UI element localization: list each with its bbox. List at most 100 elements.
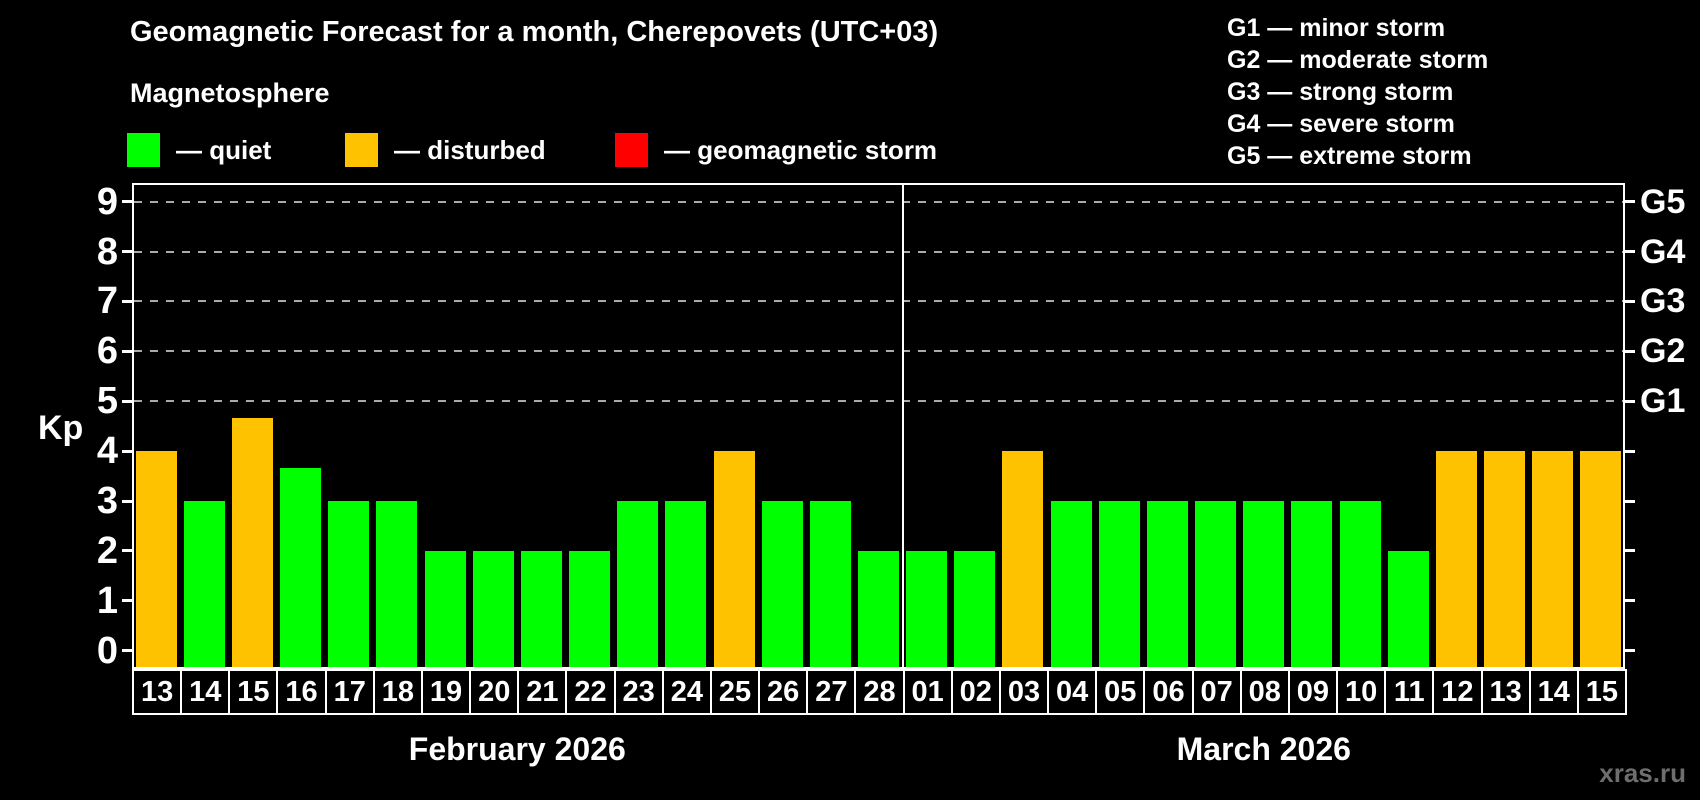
day-cell-17: 17 (324, 669, 375, 715)
g-legend-line: G5 — extreme storm (1227, 142, 1472, 170)
y-tick-left-0 (122, 649, 132, 653)
y-tick-label-4: 4 (96, 430, 118, 473)
kp-bar-march-13 (1484, 451, 1526, 669)
kp-bar-march-11 (1387, 550, 1429, 669)
kp-bar-february-15 (231, 417, 273, 669)
y-tick-right-0 (1625, 649, 1635, 653)
kp-bar-march-08 (1243, 501, 1285, 669)
day-cell-15: 15 (228, 669, 279, 715)
gridline-kp5 (134, 400, 1623, 403)
day-cell-08: 08 (1239, 669, 1290, 715)
kp-bar-february-21 (520, 550, 562, 669)
kp-bar-march-15 (1580, 451, 1622, 669)
day-cell-18: 18 (372, 669, 423, 715)
day-cell-10: 10 (1336, 669, 1387, 715)
plot-area: 0 1 2 3 4 5 6 7 8 9 G1 G2 G3 G4 G5 (97, 183, 1686, 670)
day-cell-28: 28 (854, 669, 905, 715)
kp-bar-february-17 (328, 501, 370, 669)
kp-bar-march-03 (1002, 451, 1044, 669)
y-tick-label-7: 7 (96, 280, 118, 323)
day-cell-14: 14 (180, 669, 231, 715)
y-tick-right-7 (1625, 299, 1635, 303)
day-cell-27: 27 (806, 669, 857, 715)
day-cell-26: 26 (758, 669, 809, 715)
day-cell-05: 05 (1095, 669, 1146, 715)
y-tick-label-1: 1 (96, 579, 118, 622)
g-level-label-G3: G3 (1640, 282, 1686, 321)
gridline-kp9 (134, 200, 1623, 203)
g-level-label-G1: G1 (1640, 382, 1686, 421)
kp-bar-february-18 (376, 501, 418, 669)
kp-bar-march-05 (1098, 501, 1140, 669)
day-cell-04: 04 (1047, 669, 1098, 715)
kp-bar-february-25 (713, 451, 755, 669)
y-tick-right-8 (1625, 250, 1635, 253)
y-tick-left-6 (122, 349, 132, 353)
y-tick-right-1 (1625, 599, 1635, 603)
day-cell-03: 03 (998, 669, 1050, 715)
kp-bar-march-01 (906, 550, 948, 669)
y-tick-label-3: 3 (96, 480, 118, 522)
g-legend-line: G3 — strong storm (1227, 78, 1454, 106)
day-cell-21: 21 (517, 669, 568, 715)
disturbed-color-swatch (345, 133, 378, 167)
g-scale-legend: G1 — minor storm G2 — moderate storm G3 — … (1227, 12, 1488, 172)
kp-bar-february-14 (183, 501, 225, 669)
storm-color-swatch (615, 133, 648, 167)
y-tick-label-5: 5 (96, 380, 118, 423)
y-tick-label-8: 8 (96, 230, 118, 273)
day-cell-25: 25 (709, 669, 761, 715)
kp-bar-february-23 (617, 501, 659, 669)
month-label-february: February 2026 (408, 731, 626, 767)
legend-label-quiet: — quiet (176, 134, 272, 165)
y-tick-label-0: 0 (96, 629, 118, 672)
kp-bar-march-06 (1146, 501, 1188, 669)
month-label-march: March 2026 (1176, 731, 1351, 767)
kp-bar-march-09 (1291, 501, 1333, 669)
day-cell-13: 13 (1480, 669, 1531, 715)
kp-bar-february-26 (761, 501, 803, 669)
chart-title: Geomagnetic Forecast for a month, Cherep… (130, 16, 939, 48)
y-tick-left-1 (122, 599, 132, 603)
kp-bar-february-27 (809, 501, 851, 669)
gridline-kp8 (134, 250, 1623, 253)
kp-bar-march-04 (1050, 501, 1092, 669)
kp-bar-march-12 (1435, 451, 1477, 669)
y-tick-right-2 (1625, 549, 1635, 553)
gridline-kp7 (134, 300, 1623, 303)
kp-bar-march-07 (1195, 501, 1237, 669)
y-tick-label-6: 6 (96, 330, 118, 373)
g-legend-line: G2 — moderate storm (1227, 46, 1489, 74)
legend-item-quiet: — quiet (127, 132, 271, 168)
y-tick-left-3 (122, 499, 132, 503)
quiet-color-swatch (127, 133, 160, 167)
legend-label-storm: — geomagnetic storm (664, 134, 938, 165)
kp-bar-february-22 (569, 550, 611, 669)
kp-bar-february-19 (424, 550, 466, 669)
day-axis-row: 13 14 15 16 17 18 19 20 21 22 23 24 25 26 27 28 01 02 03 04… (132, 669, 1629, 715)
day-cell-15: 15 (1576, 669, 1627, 715)
y-tick-left-4 (122, 449, 132, 453)
y-tick-left-8 (122, 250, 132, 253)
day-cell-20: 20 (469, 669, 520, 715)
month-separator (901, 183, 904, 669)
y-tick-left-9 (122, 200, 132, 204)
day-cell-22: 22 (565, 669, 616, 715)
chart-subtitle: Magnetosphere (130, 78, 330, 108)
watermark: xras.ru (1599, 758, 1686, 788)
g-legend-line: G1 — minor storm (1227, 14, 1446, 42)
day-cell-13: 13 (132, 669, 183, 715)
day-cell-24: 24 (661, 669, 712, 715)
y-tick-left-5 (122, 399, 132, 403)
day-cell-09: 09 (1287, 669, 1339, 715)
y-tick-left-2 (122, 549, 132, 553)
day-cell-02: 02 (950, 669, 1001, 715)
day-cell-23: 23 (613, 669, 664, 715)
day-cell-11: 11 (1384, 669, 1435, 715)
legend-item-storm: — geomagnetic storm (615, 132, 937, 168)
y-tick-right-5 (1625, 399, 1635, 403)
kp-bar-february-16 (280, 467, 322, 669)
day-cell-12: 12 (1432, 669, 1483, 715)
y-tick-label-9: 9 (96, 180, 118, 223)
legend-label-disturbed: — disturbed (394, 134, 546, 165)
